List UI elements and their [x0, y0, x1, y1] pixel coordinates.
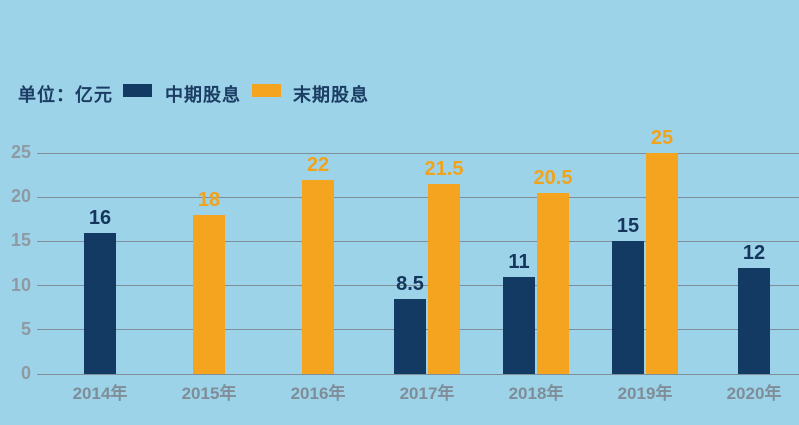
bar-value-label-中期股息-2017年: 8.5: [396, 272, 424, 295]
legend-label-final-dividend: 末期股息: [293, 85, 369, 105]
bar-value-label-中期股息-2014年: 16: [88, 206, 112, 229]
bar-value-label-末期股息-2019年: 25: [650, 127, 674, 149]
bar-value-label-末期股息-2015年: 18: [197, 188, 221, 211]
bar-value-label-末期股息-2018年: 20.5: [533, 166, 573, 189]
bar-末期股息-2015年: [193, 214, 225, 374]
bar-末期股息-2018年: [537, 192, 569, 374]
bar-末期股息-2017年: [428, 183, 460, 374]
bar-中期股息-2020年: [738, 267, 770, 374]
ytick-label-25: 25: [10, 142, 31, 162]
bar-value-label-末期股息-2017年: 21.5: [424, 157, 464, 180]
ytick-label-20: 20: [10, 186, 31, 207]
bar-value-label-末期股息-2016年: 22: [306, 153, 330, 176]
gridline-25: [37, 152, 799, 154]
bar-末期股息-2019年: [646, 153, 678, 374]
bar-中期股息-2017年: [394, 298, 426, 374]
bar-中期股息-2019年: [612, 241, 644, 374]
unit-label: 单位：亿元: [18, 85, 113, 105]
bar-中期股息-2018年: [503, 276, 535, 374]
category-label-2016年: 2016年: [290, 384, 346, 403]
gridline-20: [37, 196, 799, 198]
bar-value-label-中期股息-2019年: 15: [616, 215, 640, 238]
ytick-label-0: 0: [20, 363, 31, 383]
bar-末期股息-2016年: [302, 179, 334, 374]
bar-value-label-中期股息-2020年: 12: [742, 241, 766, 264]
ytick-label-15: 15: [10, 230, 31, 251]
legend-swatch-interim-dividend: [123, 84, 152, 97]
legend-label-interim-dividend: 中期股息: [165, 85, 241, 105]
gridline-15: [37, 240, 799, 242]
category-label-2015年: 2015年: [181, 384, 237, 403]
ytick-label-10: 10: [10, 274, 31, 295]
category-label-2017年: 2017年: [399, 384, 455, 403]
legend-swatch-final-dividend: [252, 84, 281, 97]
ytick-label-5: 5: [20, 318, 31, 339]
category-label-2020年: 2020年: [726, 384, 782, 403]
chart-legend: 单位：亿元 中期股息 末期股息: [0, 78, 799, 105]
gridline-0: [37, 373, 799, 375]
bar-value-label-中期股息-2018年: 11: [508, 250, 530, 273]
category-label-2018年: 2018年: [508, 384, 564, 403]
category-label-2014年: 2014年: [72, 384, 128, 403]
gridline-10: [37, 285, 799, 287]
category-label-2019年: 2019年: [617, 384, 673, 403]
bar-中期股息-2014年: [84, 232, 116, 374]
